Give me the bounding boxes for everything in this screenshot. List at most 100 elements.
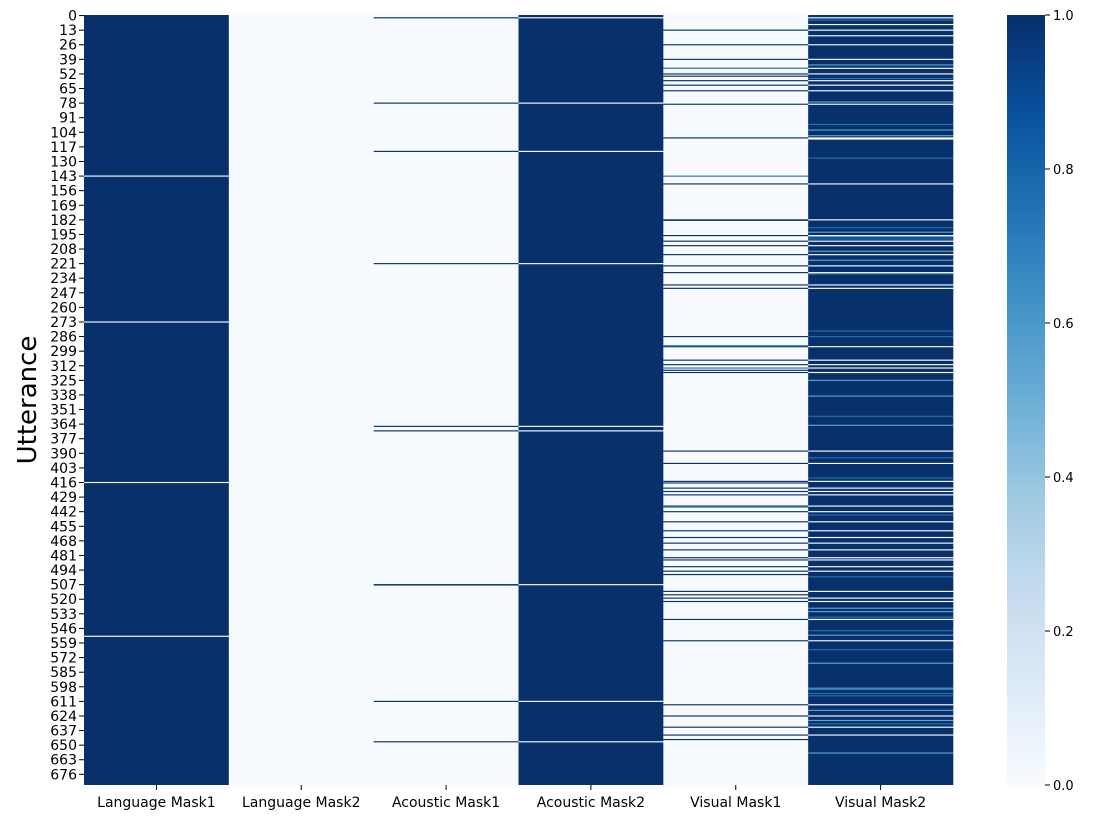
heatmap-cell [808, 462, 954, 465]
heatmap-cell [808, 530, 954, 532]
y-tick-label: 403 [50, 461, 77, 477]
heatmap-cell [518, 700, 664, 702]
heatmap-cell [518, 263, 664, 265]
y-tick-label: 39 [59, 52, 77, 68]
heatmap-cell [808, 597, 954, 599]
heatmap-cell [663, 287, 809, 289]
colorbar-tick-label: 0.4 [1053, 471, 1074, 486]
heatmap-cell [84, 635, 230, 637]
heatmap-cell [663, 284, 809, 286]
colorbar-tick-label: 1.0 [1053, 9, 1074, 24]
heatmap-cell [373, 102, 519, 104]
heatmap-cell [663, 597, 809, 599]
y-tick-label: 0 [68, 9, 77, 25]
heatmap-cell [663, 640, 809, 642]
heatmap-cell [808, 35, 954, 37]
y-tick-label: 351 [50, 403, 77, 419]
x-tick-label: Language Mask2 [242, 795, 361, 811]
y-tick-label: 13 [59, 23, 77, 39]
heatmap-cell [663, 175, 809, 177]
heatmap-cell [518, 102, 664, 104]
y-tick-label: 494 [50, 563, 77, 579]
heatmap-cell [663, 618, 809, 621]
heatmap-cell [663, 90, 809, 92]
heatmap-cells [84, 15, 954, 785]
heatmap-cell [808, 273, 954, 275]
heatmap-cell [663, 482, 809, 484]
colorbar-ticks: 0.0 0.2 0.4 0.6 0.8 1.0 [1045, 9, 1074, 794]
heatmap-cell [663, 450, 809, 452]
heatmap-cell [808, 415, 954, 417]
heatmap-cell [808, 662, 954, 664]
heatmap-cell [663, 573, 809, 576]
y-tick-label: 273 [50, 315, 77, 331]
y-tick-label: 195 [50, 227, 77, 243]
heatmap-cell [808, 559, 954, 561]
heatmap-cell [808, 723, 954, 725]
column-language-mask1 [84, 15, 230, 785]
heatmap-cell [663, 80, 809, 82]
y-tick-label: 234 [50, 271, 77, 287]
heatmap-cell [808, 135, 954, 137]
heatmap-cell [373, 425, 519, 427]
y-axis-label: Utterance [13, 336, 43, 465]
heatmap-cell [808, 272, 954, 274]
heatmap-cell [808, 395, 954, 397]
heatmap-cell [808, 607, 954, 609]
colorbar [1007, 15, 1045, 785]
heatmap-cell [373, 263, 519, 265]
y-tick-label: 286 [50, 330, 77, 346]
heatmap-cell [808, 219, 954, 221]
heatmap-cell [808, 330, 954, 332]
heatmap-cell [373, 700, 519, 702]
heatmap-cell [808, 618, 954, 621]
heatmap-cell [808, 23, 954, 26]
heatmap-cell [808, 709, 954, 711]
heatmap-cell [663, 570, 809, 572]
heatmap-cell [663, 265, 809, 267]
heatmap-cell [663, 359, 809, 361]
y-tick-label: 390 [50, 446, 77, 462]
heatmap-cell [663, 219, 809, 221]
heatmap-cell [663, 103, 809, 105]
heatmap-cell [663, 549, 809, 551]
heatmap-cell [808, 566, 954, 568]
colorbar-tick-label: 0.8 [1053, 163, 1074, 178]
heatmap-cell [663, 345, 809, 347]
heatmap-cell [808, 138, 954, 140]
heatmap-cell [518, 17, 664, 19]
heatmap-cell [663, 364, 809, 366]
heatmap-cell [663, 715, 809, 717]
heatmap-cell [808, 227, 954, 229]
heatmap-cell [808, 640, 954, 642]
y-tick-label: 78 [59, 96, 77, 112]
x-tick-label: Visual Mask1 [690, 795, 781, 811]
heatmap-cell [663, 530, 809, 532]
heatmap-cell [808, 157, 954, 159]
heatmap-cell [808, 73, 954, 75]
y-tick-label: 169 [50, 198, 77, 214]
x-tick-label: Acoustic Mask2 [537, 795, 645, 811]
heatmap-cell [808, 630, 954, 632]
heatmap-cell [808, 424, 954, 426]
heatmap-cell [518, 150, 664, 152]
heatmap-cell [808, 44, 954, 46]
y-tick-label: 559 [50, 636, 77, 652]
colorbar-tick-label: 0.2 [1053, 625, 1074, 640]
x-tick-label: Acoustic Mask1 [392, 795, 500, 811]
heatmap-cell [808, 536, 954, 539]
heatmap-cell [663, 557, 809, 559]
heatmap-cell [808, 450, 954, 452]
heatmap-cell [808, 715, 954, 717]
heatmap-cell [663, 494, 809, 496]
y-tick-label: 481 [50, 548, 77, 564]
heatmap-cell [663, 521, 809, 523]
heatmap-cell [808, 103, 954, 105]
heatmap-cell [808, 477, 954, 479]
colorbar-tick-label: 0.0 [1053, 779, 1074, 794]
heatmap-cell [808, 576, 954, 578]
y-tick-label: 650 [50, 738, 77, 754]
column-language-mask2 [228, 15, 374, 785]
heatmap-cell [808, 259, 954, 261]
